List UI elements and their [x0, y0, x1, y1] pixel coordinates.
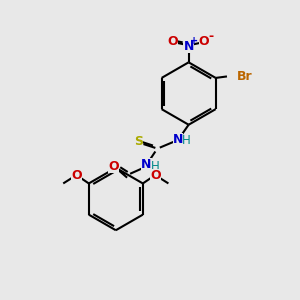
- Text: N: N: [173, 133, 183, 146]
- Text: O: O: [150, 169, 160, 182]
- Text: Br: Br: [237, 70, 253, 83]
- Text: O: O: [199, 35, 209, 48]
- Text: O: O: [168, 35, 178, 48]
- Text: N: N: [141, 158, 152, 171]
- Text: S: S: [134, 136, 143, 148]
- Text: O: O: [71, 169, 82, 182]
- Text: O: O: [108, 160, 119, 173]
- Text: H: H: [182, 134, 191, 147]
- Text: -: -: [208, 30, 213, 43]
- Text: H: H: [150, 160, 159, 173]
- Text: +: +: [190, 36, 198, 46]
- Text: N: N: [184, 40, 194, 53]
